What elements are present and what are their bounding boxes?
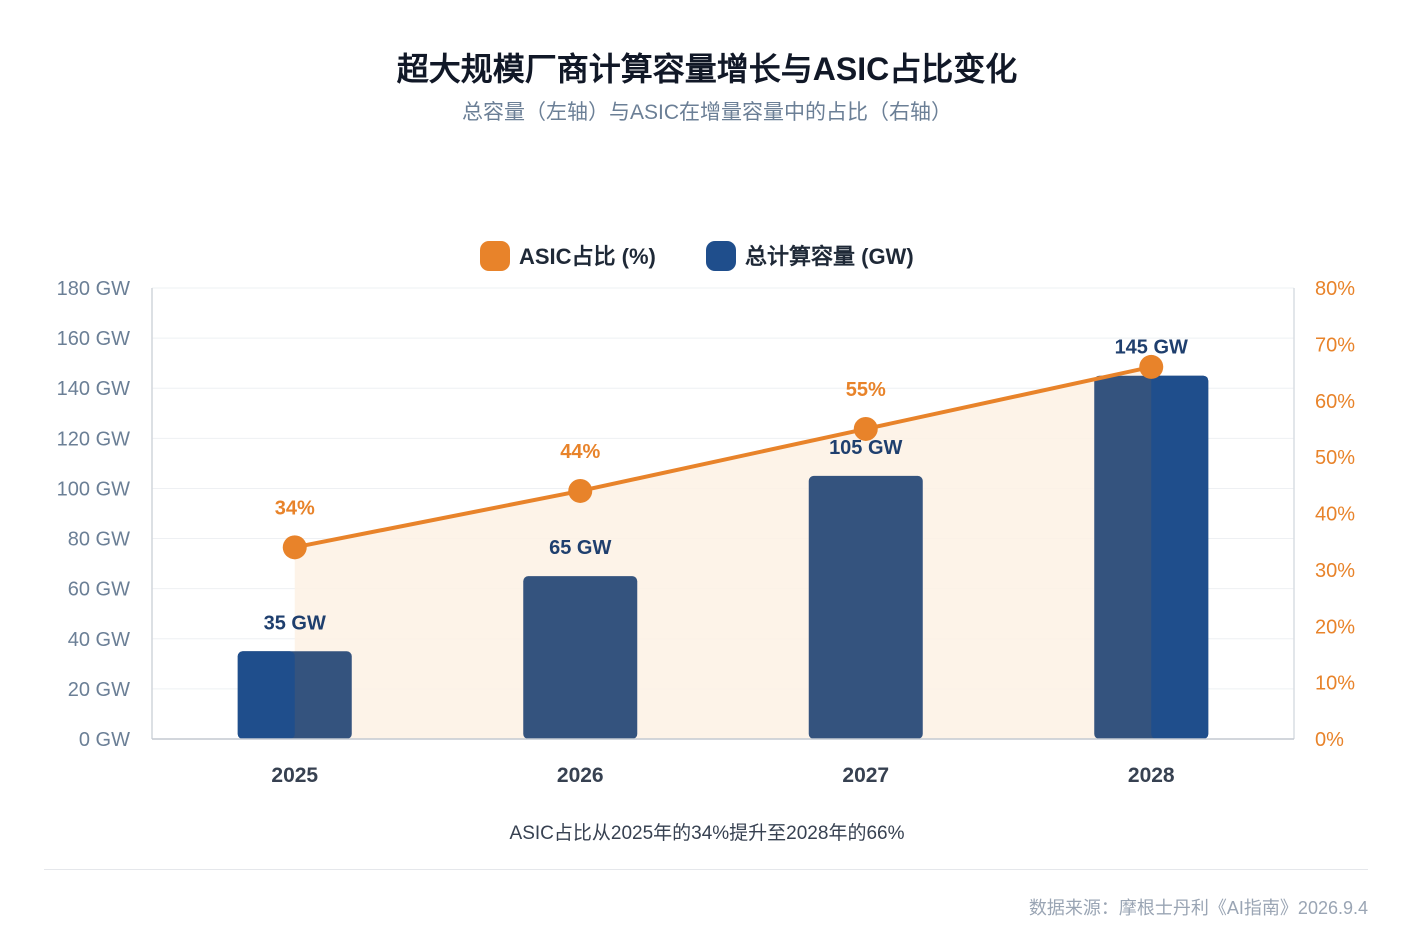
left-axis-tick-label: 180 GW — [57, 278, 130, 300]
asic-value-label: 34% — [275, 497, 315, 519]
asic-point — [568, 478, 593, 503]
asic-point — [853, 416, 878, 441]
right-axis-tick-label: 20% — [1315, 616, 1355, 638]
bar-value-label: 105 GW — [829, 437, 902, 459]
right-axis-tick-label: 50% — [1315, 447, 1355, 469]
right-axis-tick-label: 80% — [1315, 278, 1355, 300]
x-axis-tick-label: 2026 — [557, 764, 604, 787]
bar-highlight — [1151, 375, 1209, 739]
bar-value-label: 65 GW — [549, 537, 611, 559]
legend-capacity-swatch — [706, 241, 736, 271]
bar — [523, 576, 638, 739]
bar-2028 — [1094, 375, 1209, 739]
legend: ASIC占比 (%) 总计算容量 (GW) — [480, 241, 914, 271]
right-axis-tick-label: 40% — [1315, 504, 1355, 526]
left-axis-tick-label: 160 GW — [57, 328, 130, 350]
left-axis-tick-label: 40 GW — [68, 629, 130, 651]
bar-2026 — [523, 576, 638, 739]
asic-line — [282, 354, 1164, 560]
x-axis-tick-label: 2028 — [1128, 764, 1175, 787]
bar — [808, 475, 923, 739]
bar-value-label: 145 GW — [1115, 337, 1188, 359]
left-axis-tick-label: 20 GW — [68, 679, 130, 701]
asic-value-label: 55% — [846, 379, 886, 401]
footer-divider — [44, 869, 1368, 870]
asic-point — [282, 535, 307, 560]
left-axis-tick-label: 0 GW — [79, 729, 130, 751]
left-axis-tick-label: 140 GW — [57, 378, 130, 400]
asic-point — [1139, 354, 1164, 379]
legend-capacity-label: 总计算容量 (GW) — [745, 244, 914, 269]
bar-labels: 35 GW 65 GW 105 GW 145 GW — [264, 337, 1188, 635]
chart-note: ASIC占比从2025年的34%提升至2028年的66% — [509, 823, 905, 844]
right-axis-tick-label: 60% — [1315, 391, 1355, 413]
left-axis-tick-label: 100 GW — [57, 478, 130, 500]
bar-2025 — [237, 651, 352, 739]
right-axis-tick-label: 70% — [1315, 334, 1355, 356]
x-axis-tick-label: 2027 — [842, 764, 889, 787]
asic-line-path — [294, 364, 1152, 550]
source-text: 数据来源：摩根士丹利《AI指南》2026.9.4 — [1028, 898, 1368, 918]
asic-value-label: 44% — [560, 441, 600, 463]
bars — [237, 375, 1209, 739]
chart-subtitle: 总容量（左轴）与ASIC在增量容量中的占比（右轴） — [461, 101, 952, 124]
legend-asic-label: ASIC占比 (%) — [519, 244, 656, 269]
legend-asic-swatch — [480, 241, 510, 271]
left-axis-tick-label: 60 GW — [68, 579, 130, 601]
right-axis-tick-label: 0% — [1315, 729, 1344, 751]
x-axis-tick-label: 2025 — [271, 764, 318, 787]
line-labels: 34% 44% 55% — [275, 379, 886, 519]
bar-2027 — [808, 475, 923, 739]
right-axis-tick-label: 10% — [1315, 673, 1355, 695]
x-axis: 2025 2026 2027 2028 — [152, 738, 1294, 787]
bar-value-label: 35 GW — [264, 612, 326, 634]
left-axis-tick-label: 120 GW — [57, 428, 130, 450]
left-axis: 0 GW 20 GW 40 GW 60 GW 80 GW 100 GW 120 GW 140 … — [57, 278, 153, 751]
right-axis-tick-label: 30% — [1315, 560, 1355, 582]
line-area-fill — [294, 366, 1152, 739]
chart-title: 超大规模厂商计算容量增长与ASIC占比变化 — [396, 51, 1018, 87]
asic-area — [294, 366, 1152, 739]
left-axis-tick-label: 80 GW — [68, 529, 130, 551]
right-axis: 0% 10% 20% 30% 40% 50% 60% 70% 80% — [1293, 278, 1355, 751]
bar-highlight — [237, 651, 295, 739]
